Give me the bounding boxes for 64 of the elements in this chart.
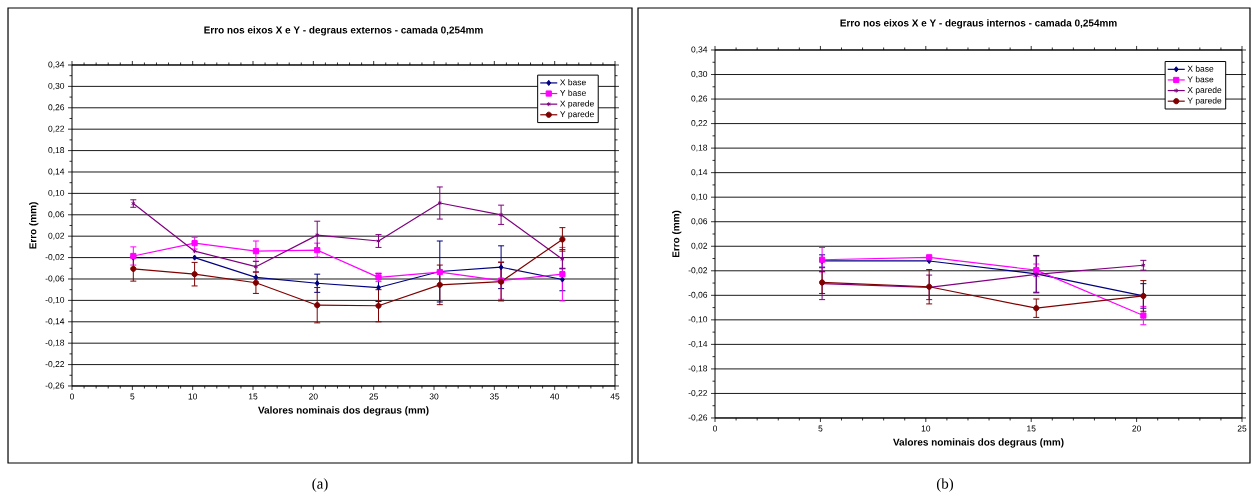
y-tick-label: -0,26 xyxy=(688,414,708,422)
y-tick-label: 0,18 xyxy=(691,144,708,152)
x-tick-label: 25 xyxy=(369,393,379,400)
x-tick-label: 10 xyxy=(921,425,931,432)
y-tick-label: 0,14 xyxy=(48,168,65,176)
text: (b) xyxy=(936,478,954,492)
legend-label: Y parede xyxy=(560,110,594,119)
y-tick-label: 0,18 xyxy=(48,147,65,155)
legend-label: Y parede xyxy=(1187,97,1222,106)
legend-label: Y base xyxy=(1187,76,1214,83)
y-tick-label: 0,06 xyxy=(691,218,708,226)
y-tick-label: -0,22 xyxy=(45,361,65,369)
y-tick-label: 0,26 xyxy=(691,95,708,103)
y-tick-label: 0,02 xyxy=(48,232,65,240)
chart-title: Erro nos eixos X e Y - degraus externos - camada 0,254mm xyxy=(204,26,483,36)
x-tick-label: 20 xyxy=(1132,425,1141,432)
x-tick-label: 10 xyxy=(188,393,198,400)
x-tick-label: 25 xyxy=(1237,425,1247,432)
x-tick-label: 15 xyxy=(248,393,258,400)
legend-label: Y base xyxy=(560,89,586,96)
y-tick-label: -0,22 xyxy=(688,389,708,397)
y-tick-label: 0,22 xyxy=(48,125,65,133)
y-tick-label: 0,14 xyxy=(691,169,708,177)
y-tick-label: -0,02 xyxy=(688,267,708,275)
legend-label: X base xyxy=(560,79,586,86)
x-axis-title: Valores nominais dos degraus (mm) xyxy=(258,406,429,416)
x-tick-label: 20 xyxy=(309,393,318,400)
y-tick-label: -0,18 xyxy=(45,339,65,347)
chart-title: Erro nos eixos X e Y - degraus internos - camada 0,254mm xyxy=(840,19,1117,29)
x-tick-label: 30 xyxy=(429,393,439,400)
y-tick-label: 0,02 xyxy=(691,242,708,250)
x-tick-label: 40 xyxy=(550,393,560,400)
y-axis-title: Erro (mm) xyxy=(672,210,682,258)
x-tick-label: 0 xyxy=(69,393,75,400)
y-tick-label: -0,14 xyxy=(688,340,708,348)
x-tick-label: 35 xyxy=(489,393,499,400)
x-tick-label: 0 xyxy=(712,425,718,432)
y-tick-label: -0,10 xyxy=(688,316,708,324)
y-tick-label: -0,10 xyxy=(45,296,65,304)
text: (a) xyxy=(312,478,328,492)
y-tick-label: 0,30 xyxy=(48,82,65,90)
x-tick-label: 5 xyxy=(130,393,135,400)
y-tick-label: 0,34 xyxy=(691,46,708,54)
y-axis-title: Erro (mm) xyxy=(29,202,39,249)
y-tick-label: -0,02 xyxy=(45,254,65,262)
legend-label: X base xyxy=(1187,65,1214,72)
y-tick-label: -0,26 xyxy=(45,382,65,390)
x-tick-label: 15 xyxy=(1027,425,1036,432)
legend-label: X parede xyxy=(560,100,594,109)
y-tick-label: 0,10 xyxy=(48,189,65,197)
y-tick-label: 0,10 xyxy=(691,193,708,201)
y-tick-label: -0,14 xyxy=(45,318,65,326)
y-tick-label: 0,26 xyxy=(48,104,65,112)
y-tick-label: -0,06 xyxy=(45,275,65,283)
y-tick-label: 0,30 xyxy=(691,71,708,79)
y-tick-label: -0,18 xyxy=(688,365,708,373)
y-tick-label: 0,22 xyxy=(691,120,708,128)
x-tick-label: 45 xyxy=(610,393,620,400)
x-tick-label: 5 xyxy=(818,425,823,432)
y-tick-label: 0,34 xyxy=(48,61,65,69)
x-axis-title: Valores nominais dos degraus (mm) xyxy=(893,438,1064,448)
y-tick-label: 0,06 xyxy=(48,211,65,219)
legend-label: X parede xyxy=(1187,86,1222,95)
y-tick-label: -0,06 xyxy=(688,291,708,299)
